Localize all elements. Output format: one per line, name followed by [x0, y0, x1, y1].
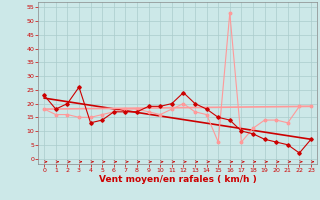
- X-axis label: Vent moyen/en rafales ( km/h ): Vent moyen/en rafales ( km/h ): [99, 175, 256, 184]
